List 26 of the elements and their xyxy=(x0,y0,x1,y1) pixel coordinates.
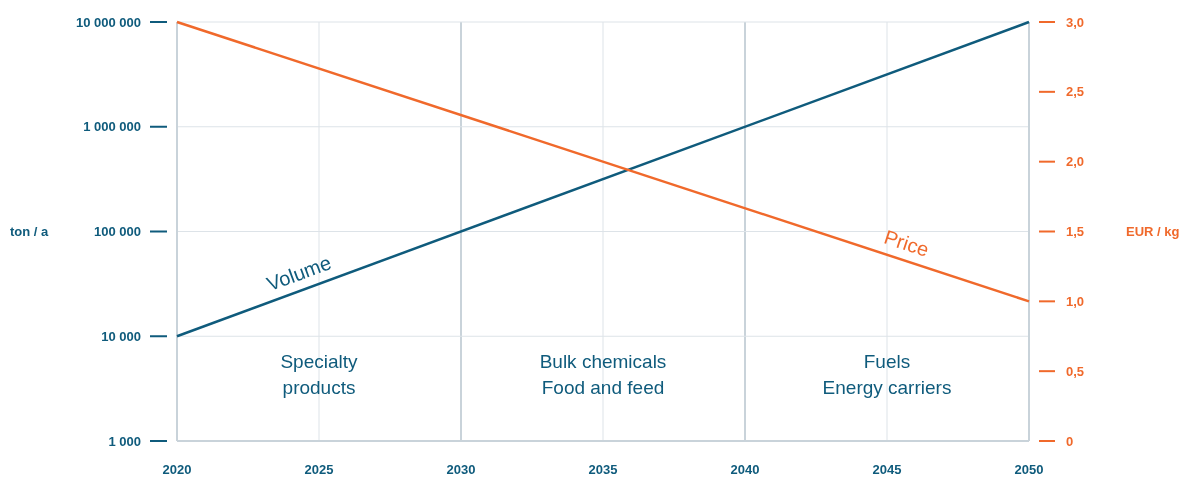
text: Volume xyxy=(263,251,335,296)
y2-tick-label: 1,0 xyxy=(1066,293,1085,309)
annotation: Bulk chemicals Food and feed xyxy=(539,351,667,398)
y2-tick-label: 0,5 xyxy=(1066,363,1085,379)
x-tick-label: 2040 xyxy=(730,462,760,477)
x-tick-label: 2035 xyxy=(588,462,618,477)
y2-tick-label: 0 xyxy=(1066,433,1074,449)
x-tick-label: 2025 xyxy=(304,462,334,477)
y-tick-label: 10 000 000 xyxy=(75,14,141,30)
y-axis-title: ton / a xyxy=(10,224,50,240)
y2-tick-label: 2,5 xyxy=(1066,84,1085,100)
annotation: Specialty products xyxy=(280,351,359,398)
annotation: Fuels Energy carriers xyxy=(822,351,952,398)
x-tick-label: 2050 xyxy=(1014,462,1044,477)
y-tick-label: 1 000 000 xyxy=(83,119,141,135)
y-tick-label: 1 000 xyxy=(108,433,141,449)
y2-tick-label: 1,5 xyxy=(1066,224,1085,240)
x-tick-label: 2020 xyxy=(162,462,192,477)
y-tick-label: 100 000 xyxy=(94,224,141,240)
x-tick-label: 2030 xyxy=(446,462,476,477)
text: Price xyxy=(881,225,932,261)
x-tick-label: 2045 xyxy=(872,462,902,477)
y2-tick-label: 2,0 xyxy=(1066,154,1085,170)
y2-tick-label: 3,0 xyxy=(1066,14,1085,30)
y-tick-label: 10 000 xyxy=(101,328,141,344)
y2-axis-title: EUR / kg xyxy=(1126,224,1180,240)
